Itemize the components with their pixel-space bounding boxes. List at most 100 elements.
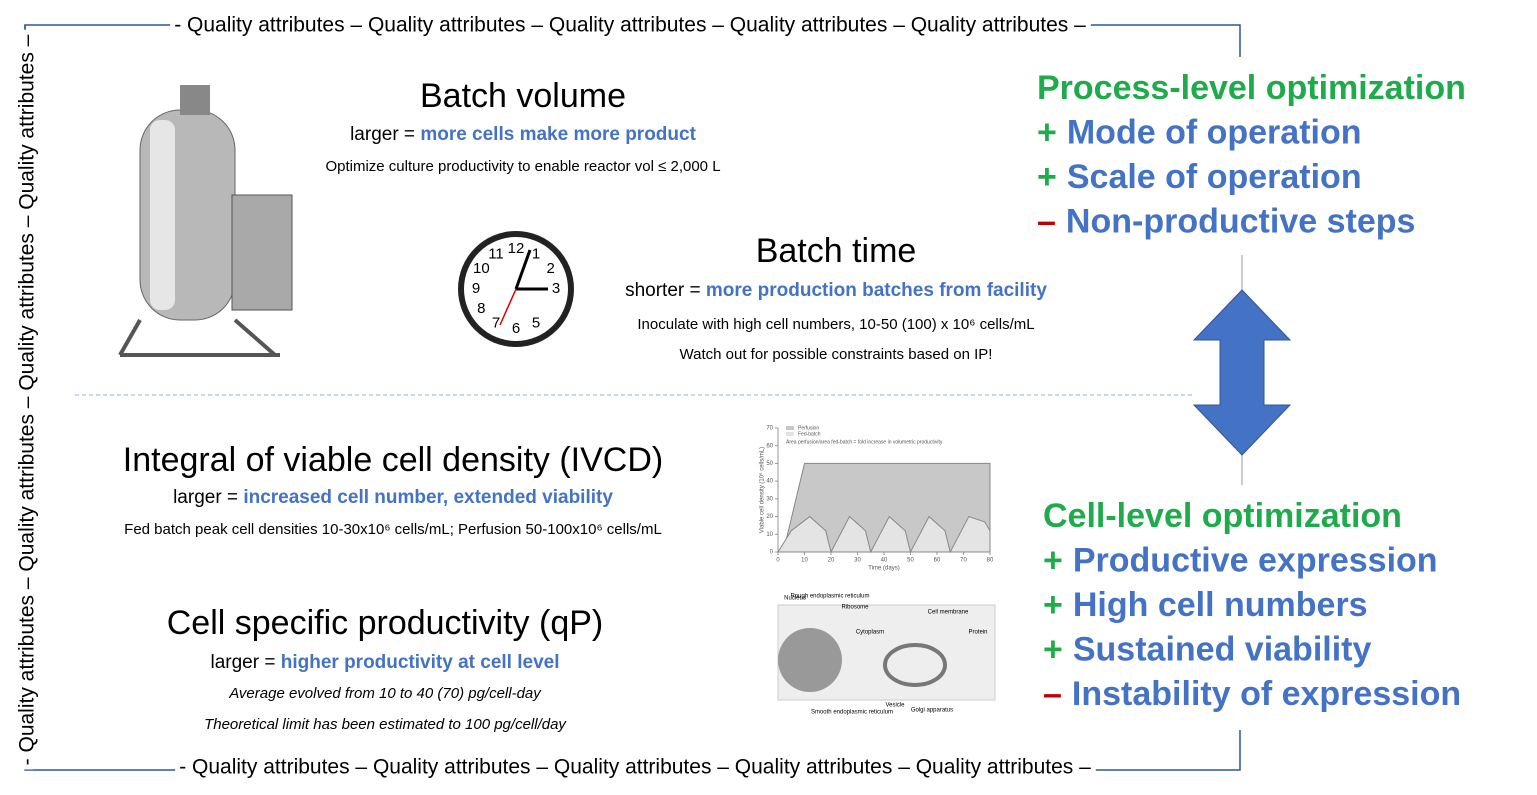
list-item: + Mode of operation	[1037, 113, 1362, 151]
clock-number: 1	[532, 245, 540, 262]
item-text: Non-productive steps	[1066, 202, 1415, 240]
clock-number: 9	[472, 280, 480, 297]
list-item: + High cell numbers	[1043, 586, 1368, 624]
item-text: Scale of operation	[1067, 158, 1362, 196]
ivcd: Integral of viable cell density (IVCD) l…	[123, 441, 663, 538]
y-tick-label: 60	[766, 443, 773, 449]
list-title: Process-level optimization	[1037, 69, 1466, 107]
x-tick-label: 50	[907, 558, 914, 564]
section-title: Batch time	[756, 232, 917, 270]
border	[24, 24, 1241, 771]
sign: +	[1043, 586, 1063, 624]
clock-number: 11	[488, 245, 504, 262]
border-text-top: - Quality attributes – Quality attribute…	[174, 14, 1086, 37]
cell-label: Golgi apparatus	[911, 708, 953, 714]
section-title: Batch volume	[420, 77, 626, 115]
qp: Cell specific productivity (qP) larger =…	[167, 604, 603, 733]
note: Watch out for possible constraints based…	[680, 346, 993, 363]
y-tick-label: 40	[766, 479, 773, 485]
y-tick-label: 10	[766, 532, 773, 538]
list-item: + Scale of operation	[1037, 158, 1362, 196]
list-item: + Sustained viability	[1043, 630, 1371, 668]
prefix: larger =	[173, 487, 243, 508]
note: Average evolved from 10 to 40 (70) pg/ce…	[228, 685, 542, 702]
note: Fed batch peak cell densities 10-30x10⁶ …	[124, 521, 662, 538]
section-title: Cell specific productivity (qP)	[167, 604, 603, 642]
border-text-left: - Quality attributes – Quality attribute…	[16, 34, 39, 765]
sign: –	[1043, 675, 1062, 713]
x-tick-label: 60	[934, 558, 941, 564]
list-item: + Productive expression	[1043, 541, 1438, 579]
section-line: shorter = more production batches from f…	[625, 280, 1047, 301]
note: Theoretical limit has been estimated to …	[204, 716, 567, 733]
cell-label: Cell membrane	[928, 610, 969, 616]
cell-label: Cytoplasm	[856, 630, 884, 636]
x-tick-label: 80	[987, 558, 994, 564]
prefix: larger =	[350, 124, 420, 145]
batch-volume: Batch volume larger = more cells make mo…	[325, 77, 720, 175]
note: Optimize culture productivity to enable …	[325, 158, 720, 175]
y-axis-label: Viable cell density (10⁶ cells/mL)	[759, 447, 766, 533]
cell-label: Protein	[968, 630, 987, 636]
sign: +	[1037, 158, 1057, 196]
cell-label: Rough endoplasmic reticulum	[790, 594, 869, 600]
y-tick-label: 50	[766, 461, 773, 467]
x-tick-label: 10	[801, 558, 808, 564]
x-tick-label: 40	[881, 558, 888, 564]
item-text: Instability of expression	[1072, 675, 1461, 713]
note: Inoculate with high cell numbers, 10-50 …	[637, 316, 1034, 333]
clock-number: 7	[492, 315, 500, 332]
section-title: Integral of viable cell density (IVCD)	[123, 441, 663, 479]
item-text: High cell numbers	[1073, 586, 1368, 624]
cell-label: Ribosome	[841, 605, 869, 611]
legend-swatch	[786, 426, 794, 430]
item-text: Sustained viability	[1073, 630, 1372, 668]
item-text: Mode of operation	[1067, 113, 1362, 151]
y-tick-label: 70	[766, 426, 773, 432]
item-text: Productive expression	[1073, 541, 1438, 579]
sign: +	[1037, 113, 1057, 151]
prefix: larger =	[211, 652, 281, 673]
y-tick-label: 20	[766, 514, 773, 520]
cell-label: Nucleus	[784, 596, 806, 602]
sign: +	[1043, 541, 1063, 579]
growth-chart: 0 10 20 30 40 50 60 70 0 10 20 30 40 50 60 70 80 Time (da…	[759, 425, 994, 571]
emphasis: more production batches from facility	[706, 280, 1047, 301]
bioreactor	[118, 85, 293, 357]
sign: –	[1037, 202, 1056, 240]
clock-number: 10	[473, 260, 490, 277]
x-tick-label: 0	[776, 558, 780, 564]
section-line: larger = increased cell number, extended…	[173, 487, 613, 508]
x-tick-label: 70	[960, 558, 967, 564]
clock-number: 8	[477, 300, 485, 317]
double-arrow	[1192, 255, 1292, 485]
list-title: Cell-level optimization	[1043, 497, 1402, 535]
clock-number: 6	[512, 320, 520, 337]
cell-label: Vesicle	[885, 703, 905, 709]
x-tick-label: 30	[854, 558, 861, 564]
emphasis: increased cell number, extended viabilit…	[243, 487, 613, 508]
legend-swatch	[786, 432, 794, 436]
x-axis-label: Time (days)	[868, 566, 899, 572]
sign: +	[1043, 630, 1063, 668]
clock-number: 5	[532, 315, 540, 332]
optimization-lists: Process-level optimization + Mode of opera…	[1037, 69, 1466, 713]
clock-number: 12	[508, 240, 525, 257]
clock-number: 2	[546, 260, 554, 277]
clock-number: 3	[552, 280, 560, 297]
annotation: Area perfusion/area fed-batch = fold inc…	[786, 439, 943, 445]
legend-label: Perfusion	[798, 425, 819, 431]
area	[777, 515, 991, 554]
border-text-bottom: - Quality attributes – Quality attribute…	[179, 756, 1091, 779]
section-line: larger = higher productivity at cell lev…	[211, 652, 560, 673]
prefix: shorter =	[625, 280, 706, 301]
cell-label: Smooth endoplasmic reticulum	[811, 710, 893, 716]
emphasis: higher productivity at cell level	[281, 652, 560, 673]
batch-time: Batch time shorter = more production bat…	[625, 232, 1047, 363]
list-item: – Instability of expression	[1043, 675, 1461, 713]
legend-label: Fed-batch	[798, 431, 821, 437]
emphasis: more cells make more product	[420, 124, 696, 145]
